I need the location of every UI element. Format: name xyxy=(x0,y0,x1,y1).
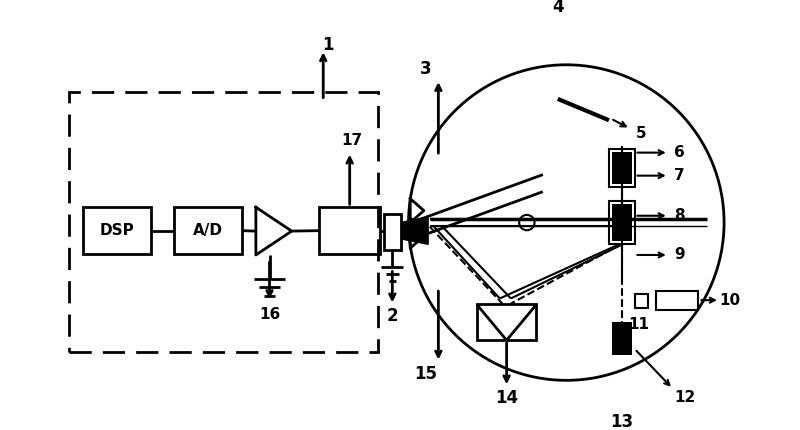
Text: 3: 3 xyxy=(420,60,431,78)
Bar xyxy=(319,207,380,254)
Bar xyxy=(611,204,632,241)
Bar xyxy=(69,92,378,352)
Bar xyxy=(384,214,401,250)
Bar xyxy=(656,291,698,310)
Polygon shape xyxy=(402,217,428,244)
Text: 15: 15 xyxy=(414,366,437,384)
Text: A/D: A/D xyxy=(193,223,223,238)
Text: 17: 17 xyxy=(341,133,362,148)
Bar xyxy=(477,304,537,340)
Text: 5: 5 xyxy=(636,126,646,141)
Bar xyxy=(611,322,632,355)
Bar xyxy=(609,201,634,244)
Text: 16: 16 xyxy=(259,307,280,322)
Bar xyxy=(611,152,632,184)
Text: 12: 12 xyxy=(674,390,695,405)
Text: 4: 4 xyxy=(552,0,563,16)
Text: 8: 8 xyxy=(674,208,685,223)
Bar xyxy=(609,149,634,187)
Text: 1: 1 xyxy=(322,36,334,54)
Bar xyxy=(174,207,242,254)
Text: 6: 6 xyxy=(674,145,685,160)
Text: 7: 7 xyxy=(674,168,685,183)
Bar xyxy=(634,294,648,308)
Text: DSP: DSP xyxy=(99,223,134,238)
Circle shape xyxy=(519,215,534,230)
Text: 2: 2 xyxy=(386,307,398,326)
Text: 14: 14 xyxy=(495,389,518,407)
Bar xyxy=(82,207,151,254)
Text: 13: 13 xyxy=(610,413,634,430)
Text: 9: 9 xyxy=(674,248,685,262)
Text: 11: 11 xyxy=(628,317,650,332)
Text: 10: 10 xyxy=(719,293,741,308)
